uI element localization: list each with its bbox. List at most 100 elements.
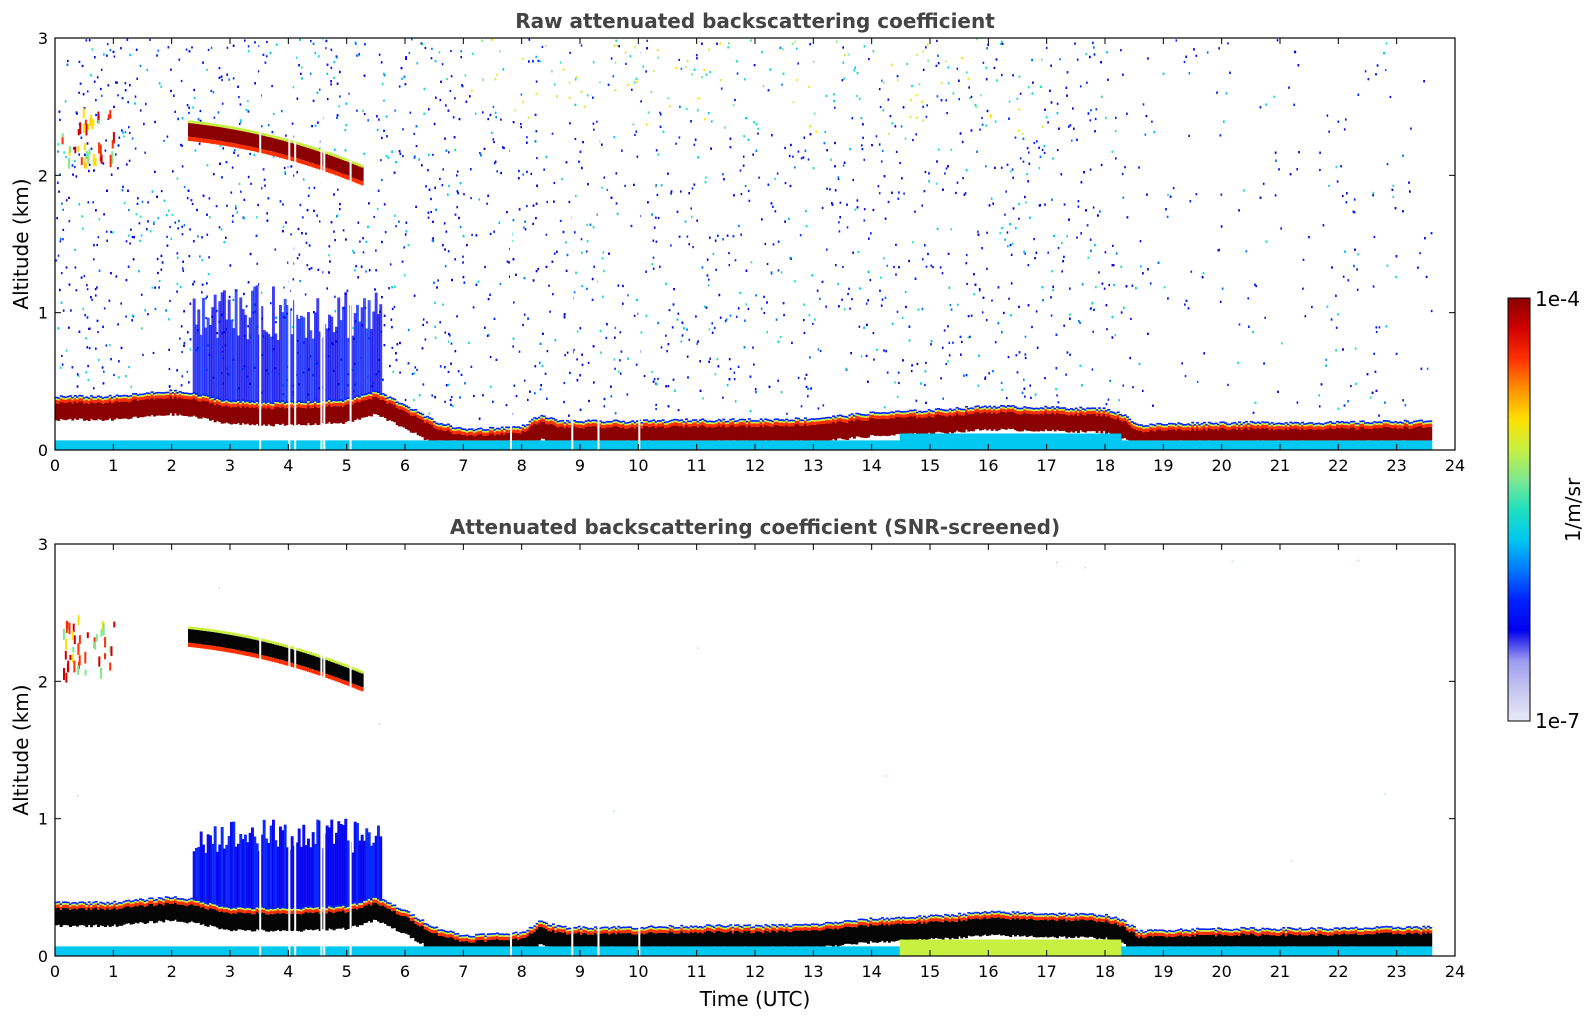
noise-point (398, 85, 401, 88)
plume-column (197, 309, 201, 396)
noise-point (1302, 287, 1304, 290)
noise-point (841, 298, 843, 301)
bl-transition (325, 401, 329, 404)
bl-rim (307, 402, 310, 406)
plume-column (307, 312, 310, 403)
noise-point (454, 97, 456, 100)
noise-point (238, 96, 240, 99)
bl-transition (195, 394, 198, 397)
bl-rim (181, 395, 184, 399)
noise-point (73, 147, 75, 150)
noise-point (434, 336, 437, 339)
noise-point (930, 343, 932, 346)
bl-rim (400, 406, 404, 410)
noise-point (701, 76, 703, 79)
surface-layer (85, 440, 89, 450)
bl-core (66, 402, 70, 420)
noise-point (496, 73, 498, 76)
surface-layer (351, 440, 355, 450)
noise-point (1353, 264, 1355, 268)
bl-fringe (276, 400, 280, 402)
noise-point (336, 114, 339, 117)
noise-point (574, 231, 576, 234)
noise-point (464, 382, 466, 385)
bl-transition (120, 396, 124, 399)
noise-point (158, 286, 160, 289)
bl-fringe (286, 401, 289, 403)
noise-point (937, 148, 940, 151)
noise-point (1034, 257, 1036, 260)
noise-point (247, 175, 250, 179)
noise-point (1196, 380, 1199, 383)
noise-point (436, 286, 438, 289)
noise-point (923, 190, 926, 193)
noise-point (338, 105, 340, 108)
surface-layer (414, 440, 418, 450)
noise-point (988, 372, 990, 375)
noise-point (177, 256, 179, 259)
noise-point (1009, 223, 1011, 226)
bl-transition (335, 401, 338, 403)
bl-rim (314, 403, 317, 407)
noise-point (271, 131, 274, 134)
noise-point (493, 317, 496, 320)
noise-point (60, 301, 63, 304)
noise-point (432, 237, 434, 240)
noise-point (575, 271, 577, 274)
noise-point (475, 283, 478, 286)
noise-point (627, 83, 629, 86)
noise-point (1030, 396, 1032, 399)
noise-point (1331, 266, 1333, 269)
bl-core (171, 398, 175, 416)
noise-point (65, 155, 67, 159)
noise-point (697, 109, 699, 112)
bl-rim (360, 397, 364, 401)
noise-point (427, 169, 429, 172)
noise-point (299, 203, 302, 207)
noise-point (1091, 302, 1094, 305)
bl-fringe (57, 397, 61, 399)
noise-point (872, 332, 875, 335)
bl-rim (118, 398, 121, 402)
surface-layer (276, 440, 280, 450)
noise-point (218, 76, 221, 79)
noise-point (957, 303, 959, 306)
noise-point (1044, 203, 1046, 206)
noise-point (586, 94, 589, 97)
bl-rim (367, 395, 371, 399)
noise-point (308, 268, 311, 271)
noise-point (1095, 285, 1097, 289)
bl-core (169, 395, 173, 414)
plume-column (325, 328, 329, 402)
noise-point (473, 394, 475, 398)
noise-point (508, 261, 510, 264)
noise-point (1063, 255, 1065, 258)
noise-point (1078, 320, 1080, 323)
noise-point (290, 233, 292, 236)
noise-point (1353, 211, 1356, 214)
noise-point (1247, 297, 1249, 300)
noise-point (1220, 225, 1223, 228)
noise-point (55, 259, 57, 262)
noise-point (1165, 208, 1167, 211)
noise-point (312, 99, 315, 102)
bl-core (351, 404, 355, 422)
noise-point (1010, 253, 1013, 256)
noise-point (285, 134, 287, 137)
noise-point (283, 166, 286, 170)
noise-point (593, 265, 595, 268)
noise-point (713, 326, 716, 330)
noise-point (189, 348, 192, 351)
noise-point (59, 288, 61, 292)
bl-fringe (379, 393, 383, 395)
plume-column (253, 286, 257, 403)
noise-point (413, 294, 416, 297)
noise-point (936, 39, 938, 42)
noise-point (843, 308, 846, 311)
bl-rim (162, 395, 166, 399)
bl-transition (300, 403, 303, 405)
bl-core (316, 407, 320, 425)
noise-point (686, 355, 689, 358)
noise-point (439, 365, 442, 368)
noise-point (734, 259, 737, 262)
